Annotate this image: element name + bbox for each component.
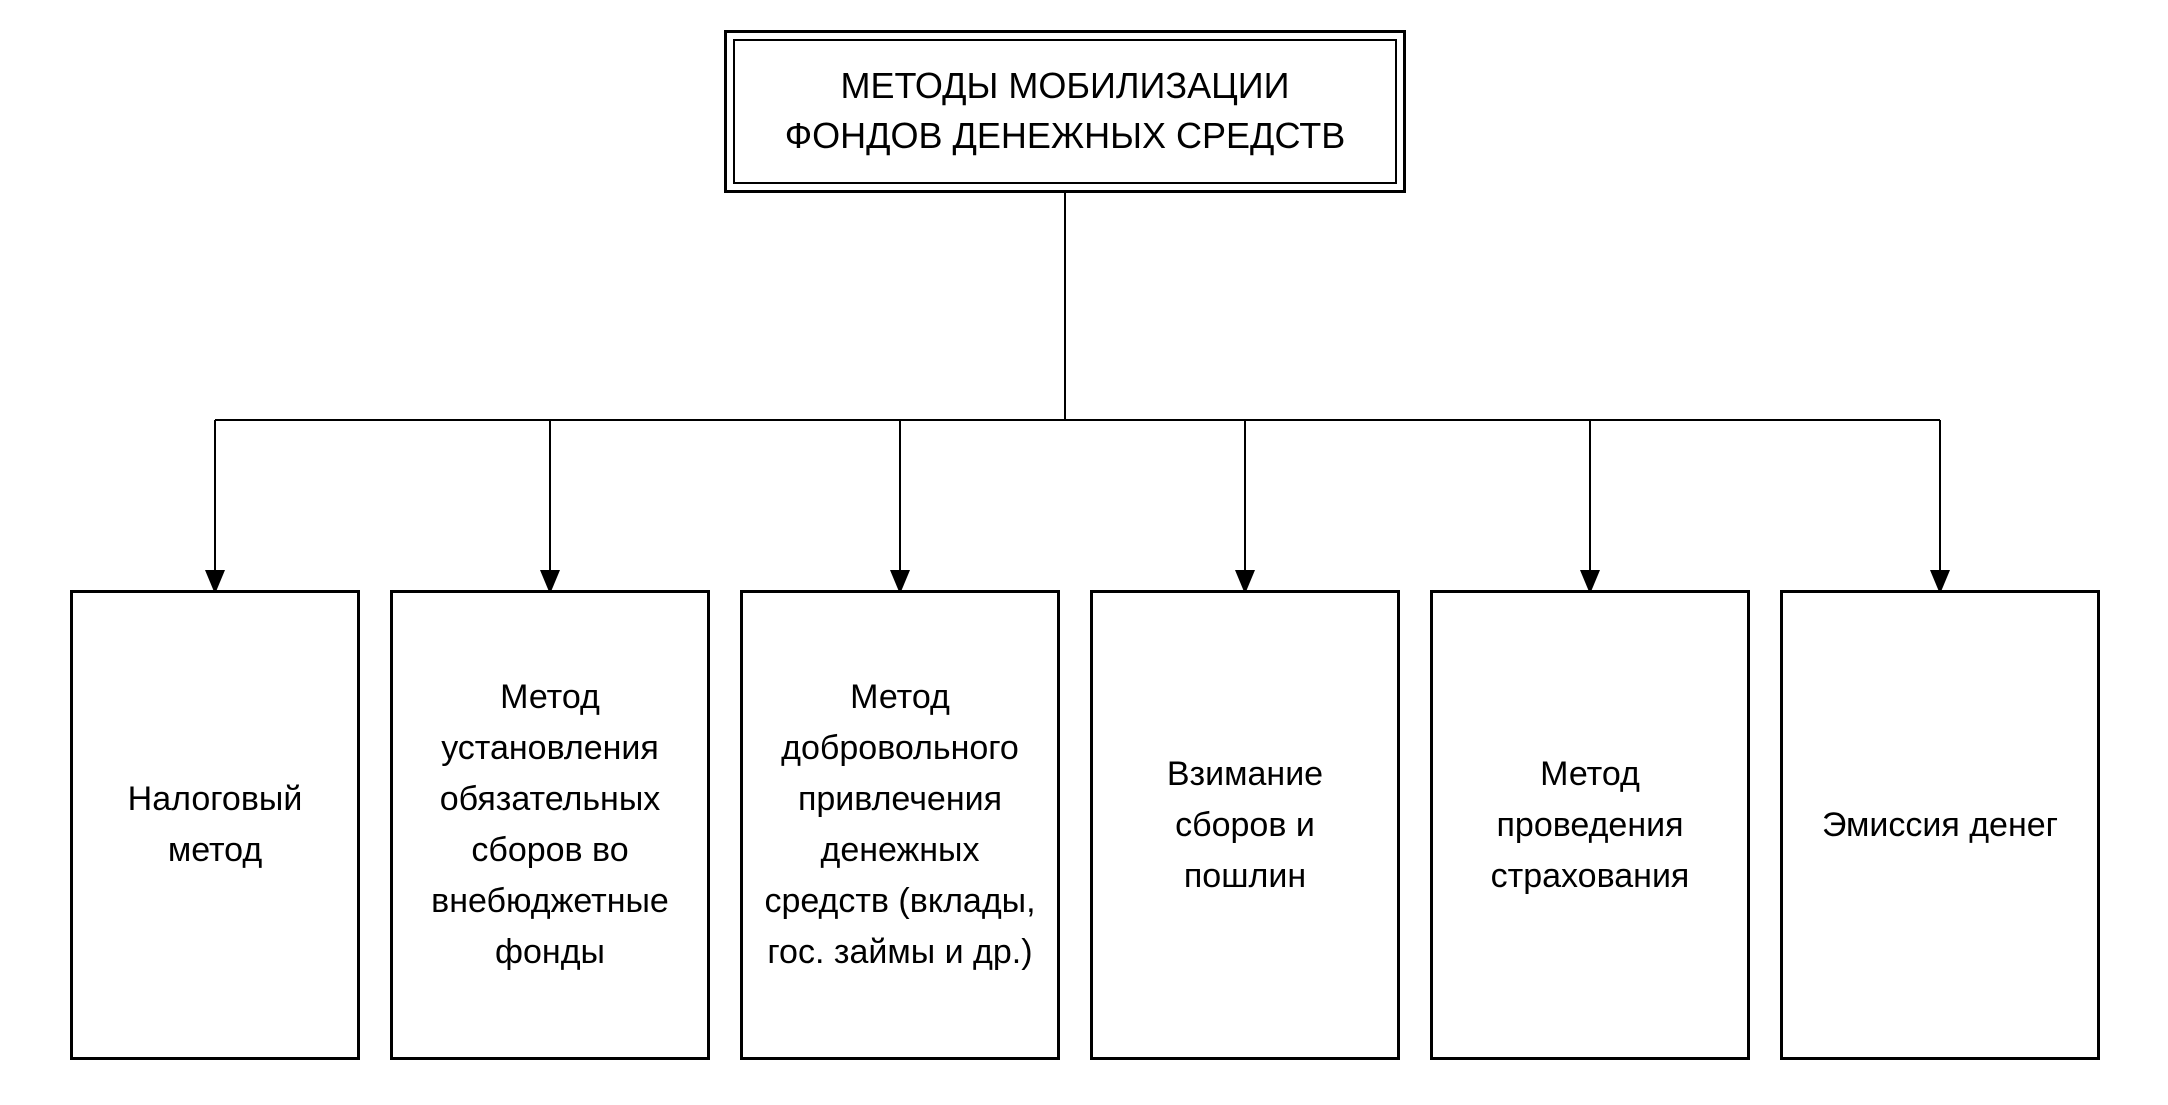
child-node-1: Налоговый метод bbox=[70, 590, 360, 1060]
child-node-label: Взимание сборов и пошлин bbox=[1113, 749, 1377, 902]
root-node: МЕТОДЫ МОБИЛИЗАЦИИ ФОНДОВ ДЕНЕЖНЫХ СРЕДС… bbox=[700, 30, 1430, 193]
root-border-outer: МЕТОДЫ МОБИЛИЗАЦИИ ФОНДОВ ДЕНЕЖНЫХ СРЕДС… bbox=[724, 30, 1407, 193]
child-node-label: Метод проведения страхования bbox=[1453, 749, 1727, 902]
child-node-4: Взимание сборов и пошлин bbox=[1090, 590, 1400, 1060]
child-node-label: Метод добровольного привлечения денежных… bbox=[763, 672, 1037, 978]
child-node-label: Налоговый метод bbox=[93, 774, 337, 876]
child-node-label: Эмиссия денег bbox=[1822, 800, 2058, 851]
child-node-5: Метод проведения страхования bbox=[1430, 590, 1750, 1060]
child-node-3: Метод добровольного привлечения денежных… bbox=[740, 590, 1060, 1060]
root-text-line1: МЕТОДЫ МОБИЛИЗАЦИИ bbox=[785, 61, 1346, 111]
child-node-2: Метод установления обязательных сборов в… bbox=[390, 590, 710, 1060]
child-node-label: Метод установления обязательных сборов в… bbox=[413, 672, 687, 978]
root-text-line2: ФОНДОВ ДЕНЕЖНЫХ СРЕДСТВ bbox=[785, 111, 1346, 161]
child-node-6: Эмиссия денег bbox=[1780, 590, 2100, 1060]
root-border-inner: МЕТОДЫ МОБИЛИЗАЦИИ ФОНДОВ ДЕНЕЖНЫХ СРЕДС… bbox=[733, 39, 1398, 184]
